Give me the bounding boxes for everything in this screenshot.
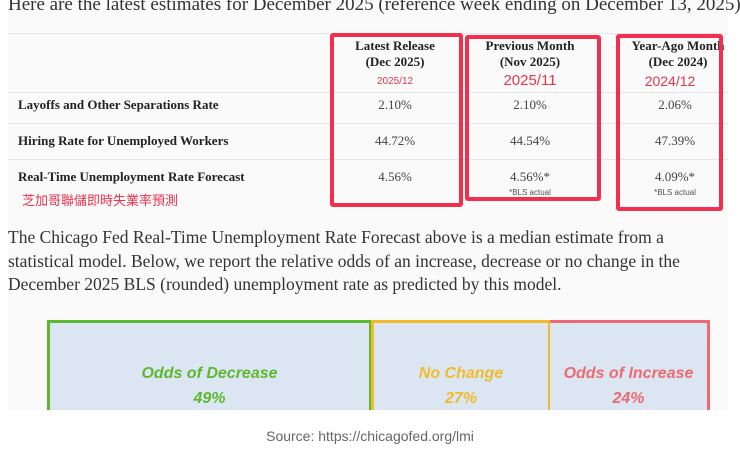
annotation-latest: 2025/12 [376, 76, 414, 87]
table-cell: 4.09%* [654, 169, 696, 184]
odds-label: No Change [418, 365, 504, 382]
annotation-previous: 2025/11 [503, 72, 557, 89]
header-line: (Nov 2025) [499, 54, 561, 69]
table-divider [8, 123, 728, 124]
odds-decrease: Odds of Decrease 49% [47, 320, 372, 410]
table-cell: 2.06% [658, 97, 692, 112]
odds-no-change: No Change 27% [371, 320, 551, 410]
bls-note: *BLS actual [509, 188, 551, 197]
highlight-box [616, 34, 723, 211]
row-label: Real-Time Unemployment Rate Forecast [18, 169, 245, 184]
header-line: Previous Month [485, 38, 575, 53]
table-cell: 4.56%* [509, 169, 551, 184]
annotation-year-ago: 2024/12 [644, 73, 696, 89]
row-label: Hiring Rate for Unemployed Workers [18, 133, 229, 148]
table-cell: 44.54% [509, 133, 551, 148]
header-line: (Dec 2024) [648, 54, 708, 69]
table-cell: 4.56% [378, 169, 412, 184]
column-header-year-ago: Year-Ago Month (Dec 2024) [603, 38, 740, 70]
source-caption: Source: https://chicagofed.org/lmi [266, 428, 474, 444]
header-line: Latest Release [355, 38, 435, 53]
odds-label: Odds of Decrease [141, 365, 278, 382]
table-divider [8, 159, 728, 160]
table-cell: 2.10% [513, 97, 547, 112]
odds-value: 24% [612, 390, 645, 407]
odds-label: Odds of Increase [563, 365, 694, 382]
highlight-box [330, 33, 463, 207]
row-annotation: 芝加哥聯儲即時失業率預測 [22, 193, 179, 208]
odds-value: 49% [193, 390, 226, 407]
header-line: Year-Ago Month [631, 38, 725, 53]
description-paragraph: The Chicago Fed Real-Time Unemployment R… [8, 227, 680, 294]
bls-note: *BLS actual [654, 188, 696, 197]
highlight-box [465, 35, 601, 201]
table-divider [8, 92, 728, 93]
row-label: Layoffs and Other Separations Rate [18, 97, 219, 112]
table-cell: 44.72% [374, 133, 416, 148]
table-cell: 2.10% [378, 97, 412, 112]
table-cell: 47.39% [654, 133, 696, 148]
intro-text: Here are the latest estimates for Decemb… [8, 0, 740, 15]
odds-increase: Odds of Increase 24% [550, 320, 710, 410]
header-line: (Dec 2025) [365, 54, 425, 69]
odds-value: 27% [444, 390, 478, 407]
column-header-latest: Latest Release (Dec 2025) [320, 38, 470, 70]
column-header-previous: Previous Month (Nov 2025) [455, 38, 605, 70]
